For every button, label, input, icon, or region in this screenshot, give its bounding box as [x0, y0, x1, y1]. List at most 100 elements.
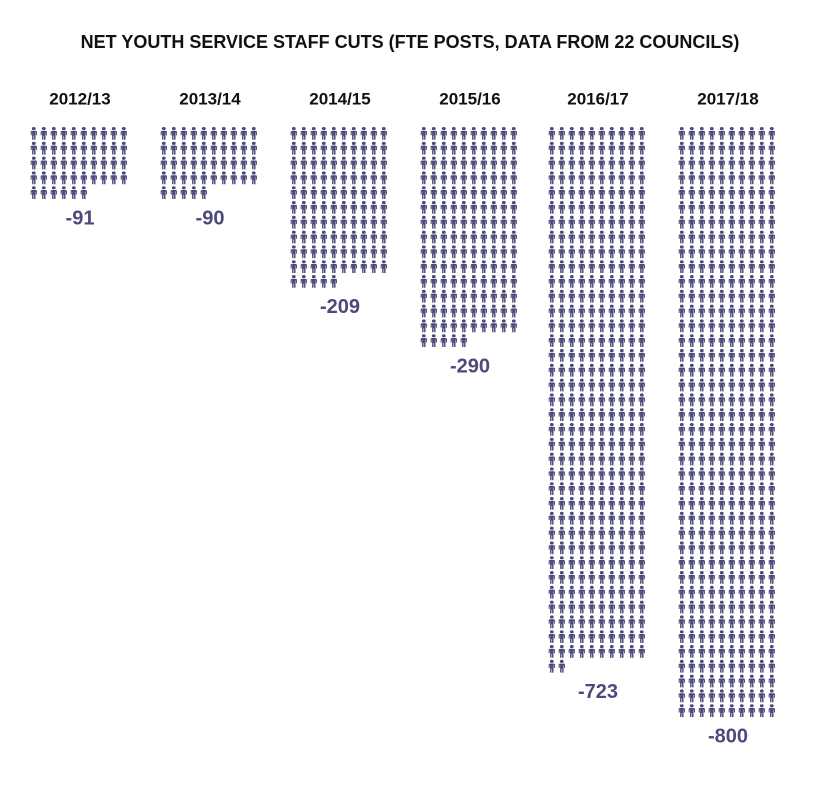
person-icon [708, 541, 715, 555]
person-icon [688, 571, 695, 584]
person-icon [360, 260, 367, 273]
person-icon [688, 304, 695, 318]
person-icon [768, 511, 775, 525]
person-icon [678, 482, 685, 495]
person-icon [698, 186, 705, 199]
person-icon [548, 141, 555, 155]
person-icon [500, 171, 507, 185]
person-icon [588, 526, 595, 540]
person-icon [758, 275, 765, 288]
person-icon [758, 704, 765, 717]
person-icon [628, 141, 635, 155]
person-icon [738, 141, 745, 155]
person-icon [350, 215, 357, 229]
person-icon [688, 497, 695, 510]
person-icon [510, 141, 517, 155]
person-icon [678, 674, 685, 688]
person-icon [758, 482, 765, 495]
person-icon [738, 526, 745, 540]
person-icon [558, 304, 565, 318]
person-icon [768, 526, 775, 540]
person-icon [340, 186, 347, 199]
person-icon [568, 363, 575, 377]
person-icon [598, 289, 605, 303]
person-icon [678, 452, 685, 466]
person-icon [598, 171, 605, 185]
person-icon [460, 127, 467, 140]
person-icon [738, 630, 745, 643]
person-icon [330, 215, 337, 229]
person-icon [200, 141, 207, 155]
person-icon [470, 201, 477, 214]
person-icon [450, 334, 457, 347]
person-icon [698, 393, 705, 407]
person-icon [708, 511, 715, 525]
person-icon [460, 304, 467, 318]
person-icon [728, 497, 735, 510]
person-icon [728, 393, 735, 407]
person-icon [440, 127, 447, 140]
person-icon [628, 363, 635, 377]
person-icon [558, 230, 565, 244]
person-icon [688, 363, 695, 377]
person-icon [708, 304, 715, 318]
person-icon [548, 541, 555, 555]
person-icon [250, 171, 257, 185]
person-icon [688, 319, 695, 333]
person-icon [230, 141, 237, 155]
person-icon [768, 482, 775, 495]
person-icon [548, 363, 555, 377]
person-icon [728, 201, 735, 214]
person-icon [548, 600, 555, 614]
person-icon [420, 319, 427, 333]
person-icon [548, 467, 555, 481]
person-icon [628, 541, 635, 555]
person-icon [698, 378, 705, 392]
person-icon [608, 275, 615, 288]
person-icon [290, 141, 297, 155]
person-icon [380, 230, 387, 244]
person-icon [490, 245, 497, 259]
person-icon [420, 289, 427, 303]
person-icon [340, 171, 347, 185]
person-icon [420, 245, 427, 259]
person-icon [510, 245, 517, 259]
person-icon [548, 571, 555, 584]
person-icon [310, 156, 317, 170]
person-icon [588, 600, 595, 614]
person-icon [718, 526, 725, 540]
person-icon [588, 230, 595, 244]
person-icon [758, 600, 765, 614]
person-icon [678, 201, 685, 214]
person-icon [708, 260, 715, 273]
person-icon [160, 156, 167, 170]
person-icon [608, 334, 615, 347]
person-icon [340, 201, 347, 214]
person-icon [340, 141, 347, 155]
person-icon [420, 304, 427, 318]
person-icon [738, 186, 745, 199]
person-icon [678, 230, 685, 244]
person-icon [300, 141, 307, 155]
person-icon [548, 615, 555, 629]
value-label: -91 [66, 207, 95, 229]
person-icon [728, 289, 735, 303]
person-icon [698, 526, 705, 540]
person-icon [200, 171, 207, 185]
person-icon [300, 260, 307, 273]
person-icon [718, 437, 725, 451]
person-icon [460, 289, 467, 303]
person-icon [588, 156, 595, 170]
person-icon [688, 334, 695, 347]
person-icon [698, 600, 705, 614]
person-icon [548, 630, 555, 643]
person-icon [430, 127, 437, 140]
person-icon [300, 275, 307, 288]
person-icon [558, 378, 565, 392]
person-icon [440, 245, 447, 259]
person-icon [748, 349, 755, 362]
person-icon [548, 452, 555, 466]
person-icon [500, 141, 507, 155]
person-icon [718, 334, 725, 347]
person-icon [738, 334, 745, 347]
